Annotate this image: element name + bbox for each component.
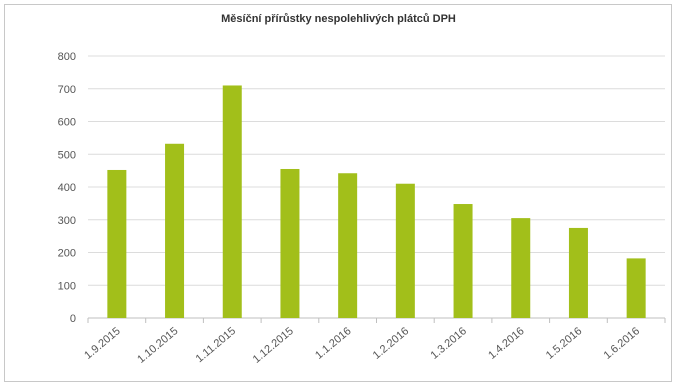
y-tick-label: 0 bbox=[70, 313, 76, 325]
y-tick-label: 500 bbox=[58, 149, 76, 161]
bar bbox=[222, 85, 242, 318]
x-tick-label: 1.2.2016 bbox=[371, 325, 412, 362]
x-tick-label: 1.6.2016 bbox=[602, 325, 643, 362]
x-tick-label: 1.1.2016 bbox=[313, 325, 354, 362]
x-tick-label: 1.4.2016 bbox=[486, 325, 527, 362]
x-tick-label: 1.10.2015 bbox=[135, 325, 180, 366]
y-tick-label: 300 bbox=[58, 215, 76, 227]
bar bbox=[165, 143, 185, 318]
bar bbox=[453, 204, 473, 318]
x-tick-label: 1.3.2016 bbox=[428, 325, 469, 362]
bar bbox=[280, 168, 300, 318]
x-tick-label: 1.11.2015 bbox=[194, 325, 239, 365]
bar bbox=[107, 169, 127, 318]
bar bbox=[568, 227, 588, 318]
y-tick-label: 800 bbox=[58, 51, 76, 63]
x-tick-label: 1.12.2015 bbox=[251, 325, 296, 366]
y-tick-label: 200 bbox=[58, 248, 76, 260]
y-tick-label: 700 bbox=[58, 84, 76, 96]
bar bbox=[626, 258, 646, 318]
bar bbox=[511, 218, 531, 318]
bar bbox=[395, 183, 415, 318]
y-tick-label: 100 bbox=[58, 280, 76, 292]
y-tick-label: 400 bbox=[58, 182, 76, 194]
x-tick-label: 1.9.2015 bbox=[82, 325, 123, 362]
y-tick-label: 600 bbox=[58, 117, 76, 129]
bar bbox=[338, 173, 358, 318]
x-tick-label: 1.5.2016 bbox=[544, 325, 585, 362]
chart-title: Měsíční přírůstky nespolehlivých plátců … bbox=[221, 13, 456, 25]
